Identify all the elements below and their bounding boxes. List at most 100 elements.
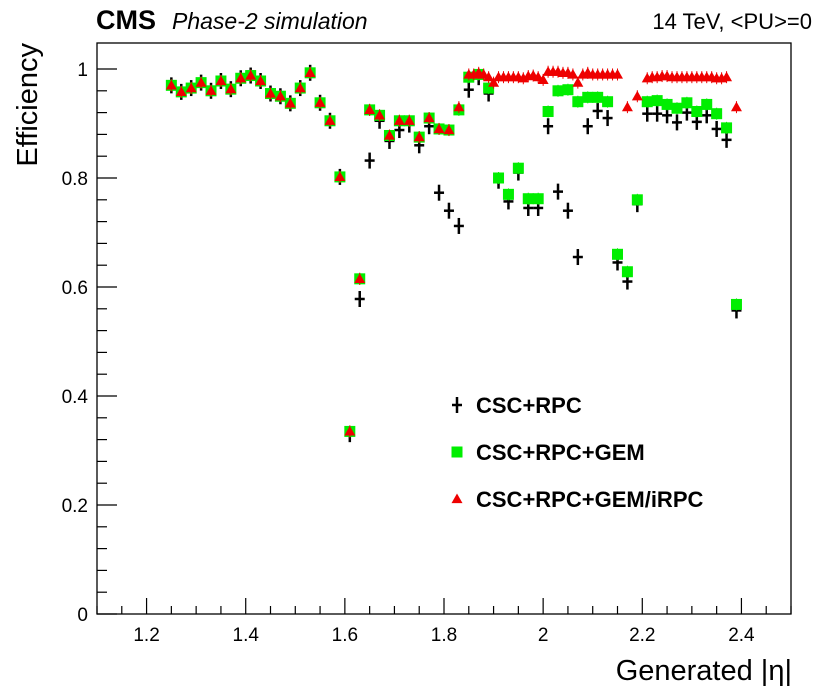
data-point (463, 81, 474, 98)
data-point (364, 104, 376, 114)
data-point (572, 77, 584, 87)
data-point (602, 110, 613, 127)
data-point (553, 183, 564, 200)
data-point (631, 90, 643, 101)
series-0 (166, 64, 742, 443)
data-point (671, 102, 683, 114)
data-point (255, 75, 267, 86)
y-axis-title: Efficiency (12, 43, 44, 167)
energy-label: 14 TeV, <PU>=0 (652, 9, 812, 34)
data-point (235, 72, 247, 83)
data-point (284, 97, 296, 108)
data-point (443, 202, 454, 219)
legend: CSC+RPC CSC+RPC+GEM CSC+RPC+GEM/iRPC (451, 393, 703, 512)
y-tick-label: 0.6 (62, 278, 88, 299)
data-point (621, 266, 633, 278)
data-point (433, 123, 445, 134)
data-point (642, 105, 653, 122)
x-tick-label: 1.8 (431, 625, 457, 646)
x-tick-label: 2.4 (728, 625, 755, 646)
data-point (374, 109, 386, 120)
data-point (364, 152, 375, 169)
legend-label-csc-rpc: CSC+RPC (476, 393, 582, 418)
data-point (572, 249, 583, 266)
data-point (552, 85, 564, 97)
data-point (423, 112, 435, 123)
data-point (592, 102, 603, 119)
data-point (711, 108, 723, 120)
data-point (543, 118, 554, 135)
data-point (245, 70, 257, 80)
data-point (354, 273, 366, 283)
data-point (661, 98, 673, 110)
x-axis: 1.2 1.4 1.6 1.8 2 2.2 2.4 (96, 598, 792, 646)
legend-marker-csc-rpc-gem-irpc (451, 493, 463, 504)
data-point (730, 298, 742, 310)
data-point (274, 90, 286, 101)
data-point (453, 101, 465, 112)
data-point (334, 171, 346, 182)
y-tick-label: 0.8 (62, 169, 88, 190)
data-point (562, 84, 574, 96)
data-point (413, 131, 425, 142)
data-point (652, 105, 663, 122)
data-point (621, 101, 633, 112)
data-point (691, 106, 703, 118)
data-point (582, 91, 594, 103)
y-tick-label: 0.4 (62, 387, 89, 408)
legend-cross (452, 397, 462, 413)
data-point (483, 82, 495, 94)
x-axis-title: Generated |η| (616, 655, 792, 687)
y-tick-label: 0 (77, 605, 88, 626)
data-point (532, 193, 544, 205)
data-point (304, 67, 316, 77)
data-point (443, 124, 455, 135)
data-point (592, 91, 604, 103)
data-point (701, 98, 713, 110)
series-2 (165, 65, 742, 438)
data-point (502, 188, 514, 200)
data-point (324, 115, 336, 125)
legend-marker-csc-rpc-gem (451, 446, 463, 458)
x-tick-label: 1.2 (133, 625, 159, 646)
cms-label: CMS (96, 5, 156, 35)
data-point (383, 129, 395, 140)
data-point (651, 95, 663, 107)
data-point (265, 88, 276, 98)
data-point (721, 71, 733, 82)
x-tick-label: 2 (538, 625, 549, 646)
phase2-label: Phase-2 simulation (172, 8, 368, 34)
data-point (721, 131, 732, 148)
x-tick-label: 1.4 (233, 625, 260, 646)
data-point (631, 194, 643, 206)
data-point (681, 97, 693, 109)
data-point (567, 68, 579, 79)
y-axis: 0 0.2 0.4 0.6 0.8 1 (62, 60, 117, 626)
data-series (165, 64, 742, 443)
data-point (403, 115, 415, 125)
y-tick-label: 0.2 (62, 496, 88, 517)
data-point (612, 248, 623, 260)
data-point (344, 425, 356, 436)
data-point (294, 82, 306, 93)
legend-label-csc-rpc-gem-irpc: CSC+RPC+GEM/iRPC (476, 487, 703, 512)
data-point (215, 75, 227, 86)
data-point (185, 82, 197, 93)
data-point (522, 193, 534, 205)
data-point (434, 184, 445, 201)
data-point (512, 162, 524, 174)
data-point (354, 290, 365, 307)
data-point (730, 101, 742, 112)
data-point (205, 85, 217, 95)
data-point (225, 83, 237, 94)
data-point (582, 118, 593, 135)
data-point (537, 74, 549, 85)
data-point (711, 120, 722, 137)
data-point (195, 77, 207, 87)
legend-square (451, 446, 463, 458)
data-point (572, 96, 584, 108)
legend-label-csc-rpc-gem: CSC+RPC+GEM (476, 440, 645, 465)
data-point (671, 114, 682, 131)
data-point (562, 202, 573, 219)
